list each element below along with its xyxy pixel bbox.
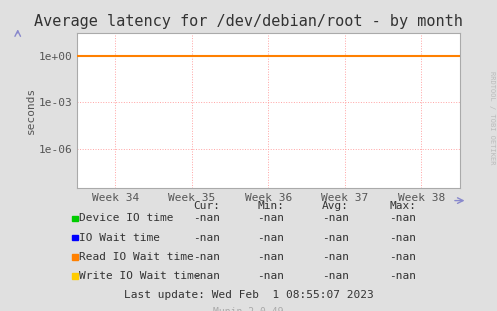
Text: -nan: -nan (193, 233, 220, 243)
Text: -nan: -nan (193, 271, 220, 281)
Text: -nan: -nan (193, 213, 220, 223)
Text: -nan: -nan (257, 213, 284, 223)
Text: -nan: -nan (257, 233, 284, 243)
Text: IO Wait time: IO Wait time (79, 233, 160, 243)
Text: -nan: -nan (322, 252, 349, 262)
Text: -nan: -nan (389, 271, 416, 281)
Text: -nan: -nan (389, 213, 416, 223)
Text: Cur:: Cur: (193, 201, 220, 211)
Y-axis label: seconds: seconds (26, 87, 36, 134)
Text: RRDTOOL / TOBI OETIKER: RRDTOOL / TOBI OETIKER (489, 72, 495, 165)
Text: Last update: Wed Feb  1 08:55:07 2023: Last update: Wed Feb 1 08:55:07 2023 (124, 290, 373, 300)
Text: -nan: -nan (257, 252, 284, 262)
Text: Device IO time: Device IO time (79, 213, 174, 223)
Text: Max:: Max: (389, 201, 416, 211)
Text: Munin 2.0.49: Munin 2.0.49 (213, 307, 284, 311)
Text: -nan: -nan (257, 271, 284, 281)
Text: -nan: -nan (322, 213, 349, 223)
Text: -nan: -nan (322, 271, 349, 281)
Text: Min:: Min: (257, 201, 284, 211)
Text: Avg:: Avg: (322, 201, 349, 211)
Text: -nan: -nan (193, 252, 220, 262)
Text: Write IO Wait time: Write IO Wait time (79, 271, 201, 281)
Text: -nan: -nan (389, 252, 416, 262)
Text: -nan: -nan (389, 233, 416, 243)
Text: Read IO Wait time: Read IO Wait time (79, 252, 194, 262)
Text: Average latency for /dev/debian/root - by month: Average latency for /dev/debian/root - b… (34, 14, 463, 29)
Text: -nan: -nan (322, 233, 349, 243)
